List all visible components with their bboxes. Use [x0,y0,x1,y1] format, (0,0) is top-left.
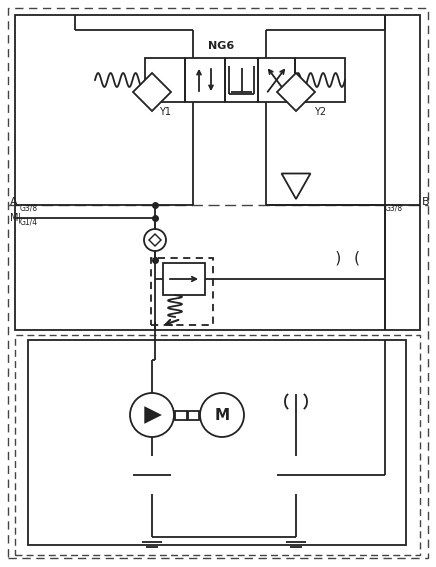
Text: G3/8: G3/8 [20,204,38,213]
Polygon shape [149,234,161,246]
Bar [295,58,345,102]
Text: A: A [10,197,17,207]
Polygon shape [277,73,315,111]
Text: B: B [422,197,429,207]
Bar [187,411,199,420]
Bar [28,340,406,545]
Bar [163,263,205,295]
Bar [225,58,258,102]
Bar [151,258,213,325]
Bar [145,58,185,102]
Bar [15,15,420,330]
Text: Y1: Y1 [159,107,171,117]
Text: M: M [215,408,230,422]
Bar [258,58,295,102]
Text: NG6: NG6 [208,41,235,51]
Polygon shape [144,406,162,424]
Polygon shape [282,174,310,199]
Text: ) (: ) ( [334,251,362,265]
Polygon shape [133,73,171,111]
Circle shape [200,393,244,437]
Text: G3/8: G3/8 [385,204,403,213]
Circle shape [130,393,174,437]
Text: Y2: Y2 [314,107,326,117]
Text: |: | [18,213,21,223]
Circle shape [144,229,166,251]
Text: G1/4: G1/4 [20,218,38,226]
Bar [15,335,420,555]
Bar [175,411,187,420]
Text: M: M [10,213,18,223]
Bar [185,58,225,102]
